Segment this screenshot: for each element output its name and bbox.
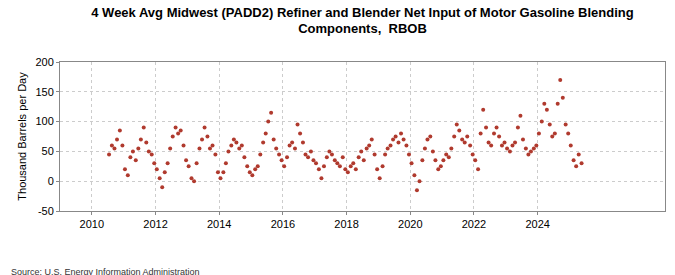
svg-text:2010: 2010	[80, 218, 104, 230]
svg-text:2016: 2016	[271, 218, 295, 230]
svg-text:2018: 2018	[334, 218, 358, 230]
svg-text:2020: 2020	[398, 218, 422, 230]
svg-text:Source: U.S. Energy Informatio: Source: U.S. Energy Information Administ…	[11, 267, 200, 275]
svg-text:-50: -50	[38, 205, 54, 217]
svg-text:50: 50	[42, 145, 54, 157]
svg-text:150: 150	[35, 86, 53, 98]
svg-text:2012: 2012	[143, 218, 167, 230]
svg-text:2014: 2014	[207, 218, 231, 230]
svg-text:2024: 2024	[525, 218, 549, 230]
svg-text:100: 100	[35, 115, 53, 127]
svg-text:2022: 2022	[462, 218, 486, 230]
svg-text:0: 0	[48, 175, 54, 187]
svg-text:4 Week Avg Midwest (PADD2) Ref: 4 Week Avg Midwest (PADD2) Refiner and B…	[91, 5, 633, 37]
svg-text:200: 200	[35, 56, 53, 68]
svg-text:Thousand Barrels per Day: Thousand Barrels per Day	[16, 72, 28, 201]
